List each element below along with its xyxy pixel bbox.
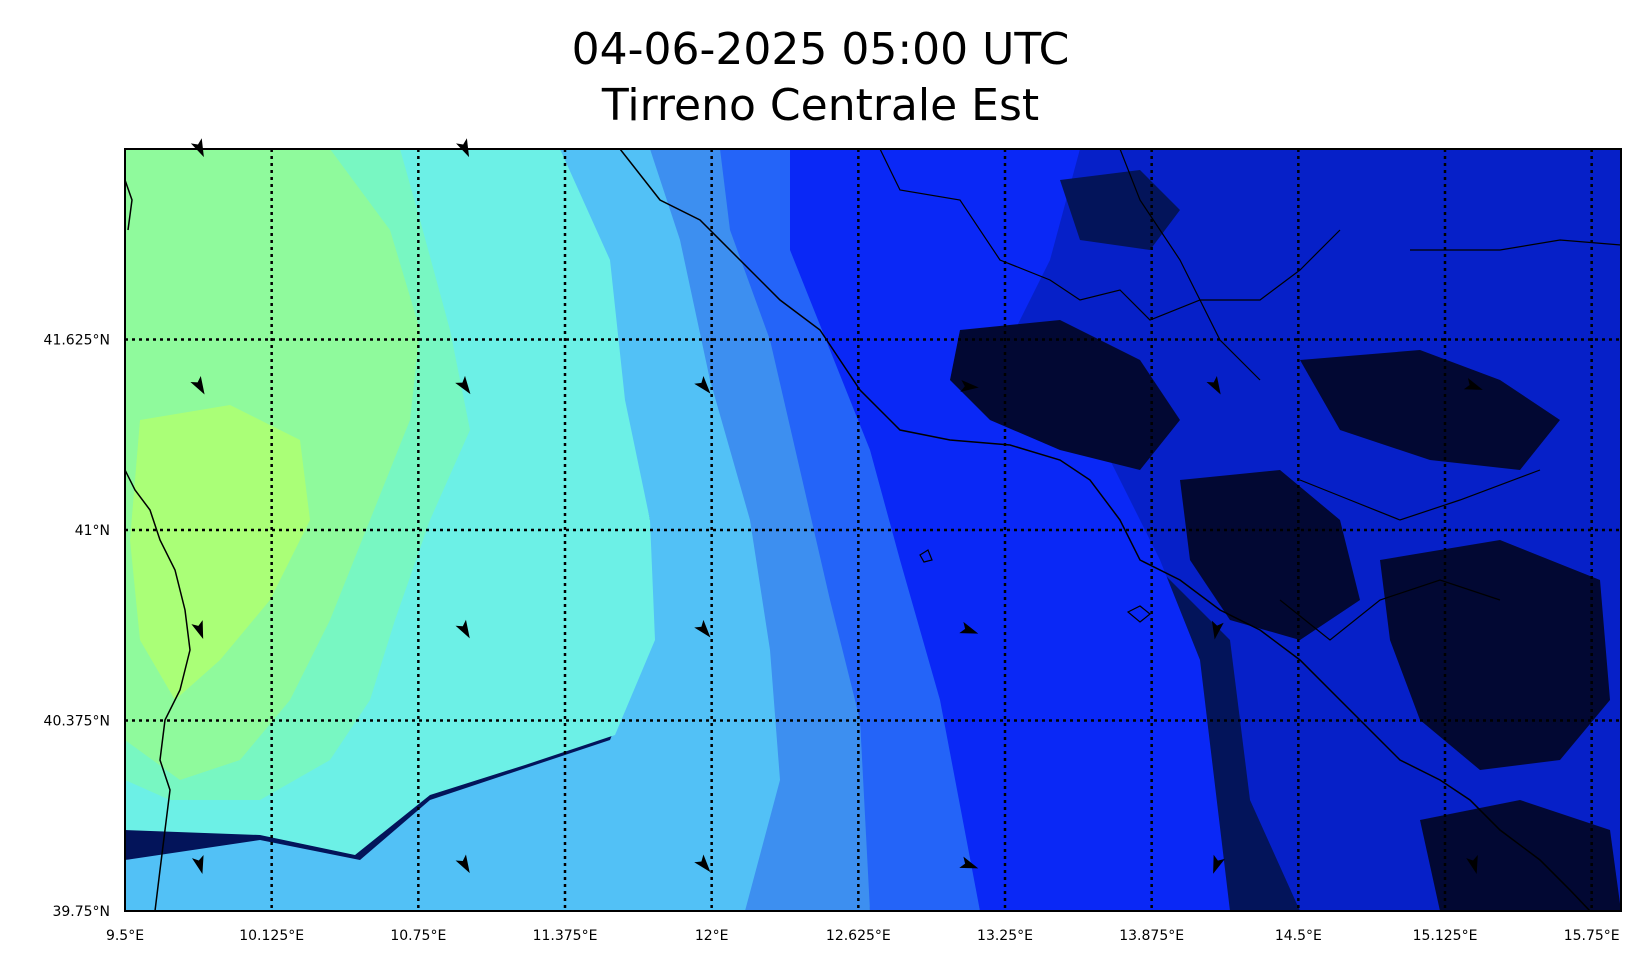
field-band-1: [130, 405, 310, 700]
longitude-tick-label: 10.125°E: [239, 928, 304, 944]
latitude-tick-label: 40.375°N: [44, 714, 110, 730]
land-dark-patch-2: [1180, 470, 1360, 640]
wave-direction-arrow: [190, 138, 204, 158]
wave-direction-arrow: [694, 619, 711, 638]
wave-direction-arrow: [959, 856, 979, 869]
longitude-tick-label: 12.625°E: [826, 928, 891, 944]
wave-direction-arrow: [455, 375, 471, 395]
wave-direction-arrow: [694, 375, 711, 394]
latitude-tick-label: 39.75°N: [52, 904, 110, 920]
direction-arrows: [190, 138, 1483, 874]
wave-direction-arrow: [960, 379, 979, 392]
longitude-tick-label: 13.25°E: [977, 928, 1033, 944]
land-dark-patch-4: [1300, 350, 1560, 470]
longitude-tick-label: 9.5°E: [106, 928, 144, 944]
land-dark-patch-5: [1420, 800, 1621, 911]
land-dark-patch-6: [1060, 170, 1180, 250]
latitude-tick-label: 41°N: [75, 523, 110, 539]
wave-direction-arrow: [1466, 855, 1478, 874]
coastline-sardinia: [125, 179, 191, 911]
longitude-tick-label: 13.875°E: [1119, 928, 1184, 944]
longitude-tick-label: 14.5°E: [1275, 928, 1322, 944]
latitude-tick-labels: 41.625°N 41°N 40.375°N 39.75°N: [44, 333, 110, 921]
longitude-tick-label: 12°E: [695, 928, 729, 944]
longitude-tick-label: 15.125°E: [1413, 928, 1478, 944]
wave-direction-arrow: [1206, 375, 1221, 395]
coastline-italy: [619, 149, 1591, 911]
longitude-tick-label: 15.75°E: [1564, 928, 1620, 944]
wave-direction-arrow: [455, 854, 470, 874]
land-dark-patch-3: [1380, 540, 1610, 770]
chart-title-line-2: Tirreno Centrale Est: [601, 80, 1040, 131]
longitude-tick-labels: 9.5°E 10.125°E 10.75°E 11.375°E 12°E 12.625°E…: [106, 928, 1620, 944]
wave-direction-arrow: [959, 621, 979, 634]
wave-direction-arrow: [191, 620, 204, 640]
longitude-tick-label: 10.75°E: [390, 928, 446, 944]
longitude-tick-label: 11.375°E: [533, 928, 598, 944]
wave-direction-arrow: [1213, 854, 1225, 874]
border-regions: [879, 149, 1621, 641]
wave-direction-arrow: [694, 854, 711, 873]
plot-frame: [124, 148, 1622, 912]
latitude-tick-label: 41.625°N: [44, 333, 110, 349]
wave-direction-arrow: [455, 619, 470, 639]
chart-title-line-1: 04-06-2025 05:00 UTC: [571, 24, 1070, 75]
land-dark-patch-1: [950, 320, 1180, 470]
wave-direction-arrow: [190, 375, 205, 395]
wave-direction-arrow: [191, 855, 204, 874]
wave-direction-arrow: [1463, 378, 1483, 390]
graticule: [125, 149, 1621, 911]
wave-direction-arrow: [456, 138, 470, 158]
wave-direction-arrow: [1211, 620, 1224, 640]
island-ischia-capri: [919, 549, 1151, 623]
